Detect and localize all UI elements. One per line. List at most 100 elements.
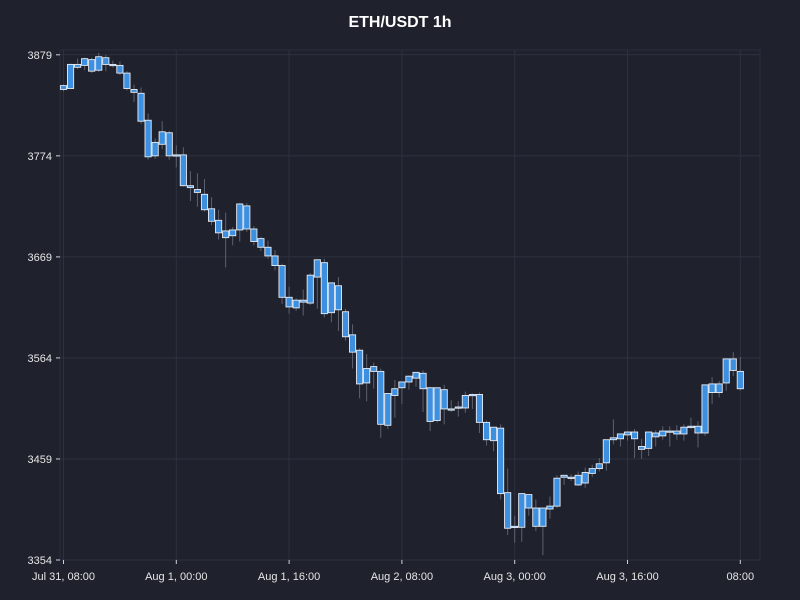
candle: [236, 203, 244, 242]
candle: [652, 430, 660, 447]
candle: [123, 71, 131, 91]
candle-body: [123, 72, 131, 89]
candle-body: [151, 141, 159, 157]
candle-body: [426, 387, 434, 422]
candle-body: [574, 474, 582, 486]
candle: [560, 474, 568, 485]
candle: [701, 384, 709, 436]
candle: [130, 84, 138, 102]
candle: [525, 494, 533, 516]
candle-body: [475, 394, 484, 423]
candle-body: [581, 471, 589, 484]
candle: [116, 61, 124, 76]
candle-body: [137, 92, 145, 122]
candle-body: [384, 393, 392, 426]
candle: [158, 121, 166, 150]
grid: [59, 49, 761, 561]
candle-body: [482, 421, 491, 441]
candle: [729, 352, 737, 377]
candle: [334, 277, 343, 331]
candle: [680, 424, 688, 441]
candle-body: [341, 311, 350, 338]
candle: [468, 393, 476, 409]
candle: [638, 438, 646, 459]
candle: [292, 298, 300, 311]
candle-body: [327, 282, 335, 314]
candle: [419, 370, 427, 412]
candle-body: [553, 477, 561, 507]
candle: [257, 236, 265, 252]
candle: [511, 515, 519, 543]
candle-body: [701, 384, 709, 434]
candle-body: [172, 154, 180, 157]
candle-body: [490, 426, 498, 442]
candle-body: [419, 372, 427, 390]
y-tick-label: 3459: [28, 454, 52, 466]
candle: [602, 439, 610, 471]
candle: [370, 362, 378, 389]
candle: [659, 426, 667, 440]
candle: [673, 425, 681, 440]
candle: [518, 493, 526, 542]
x-tick-label: Aug 3, 00:00: [484, 571, 546, 583]
candle-body: [193, 189, 202, 193]
candle-body: [447, 408, 455, 411]
candle-body: [412, 371, 420, 379]
candle-body: [363, 368, 371, 384]
candle-body: [666, 430, 674, 433]
candle: [59, 84, 68, 92]
candle-body: [179, 154, 187, 187]
x-tick-label: Aug 1, 00:00: [145, 571, 207, 583]
candle-body: [546, 505, 554, 510]
candle: [222, 212, 230, 268]
candle: [341, 308, 350, 341]
candle-body: [59, 85, 68, 90]
candle: [363, 354, 371, 402]
y-tick-label: 3774: [28, 151, 52, 163]
candle: [179, 147, 187, 187]
candle-body: [285, 296, 293, 308]
candle: [200, 178, 209, 212]
y-tick-label: 3354: [28, 555, 52, 567]
candle-body: [440, 389, 448, 410]
candle-body: [66, 63, 75, 89]
candle: [151, 138, 159, 159]
candle-body: [222, 230, 230, 239]
candle-body: [708, 383, 716, 394]
candle: [109, 60, 117, 68]
candle: [250, 226, 258, 246]
candle-body: [715, 383, 723, 394]
candle-body: [88, 59, 96, 72]
candle: [81, 57, 89, 71]
candle-body: [257, 238, 265, 248]
candle-body: [511, 525, 519, 528]
candle-body: [567, 476, 575, 479]
candle: [74, 58, 82, 70]
y-tick-label: 3879: [28, 50, 52, 62]
candle-body: [504, 492, 512, 529]
candle: [475, 392, 484, 433]
candle-body: [631, 431, 639, 440]
candle-body: [736, 370, 744, 390]
candle: [306, 273, 314, 305]
candle-body: [694, 425, 702, 434]
candle-body: [356, 349, 364, 385]
candle-body: [370, 366, 378, 372]
candle: [623, 431, 632, 441]
candle: [278, 263, 286, 305]
candle: [595, 458, 603, 472]
candle: [405, 375, 413, 390]
candle-body: [116, 64, 124, 74]
candle: [539, 507, 547, 556]
candle: [144, 113, 152, 160]
candle-body: [144, 119, 152, 158]
candle-body: [602, 439, 610, 464]
candle: [215, 209, 223, 240]
candle-body: [652, 432, 660, 438]
candle-body: [468, 394, 476, 397]
candle: [553, 475, 561, 509]
candle: [687, 417, 695, 430]
x-tick-label: Jul 31, 08:00: [32, 571, 95, 583]
candle-body: [313, 259, 321, 278]
